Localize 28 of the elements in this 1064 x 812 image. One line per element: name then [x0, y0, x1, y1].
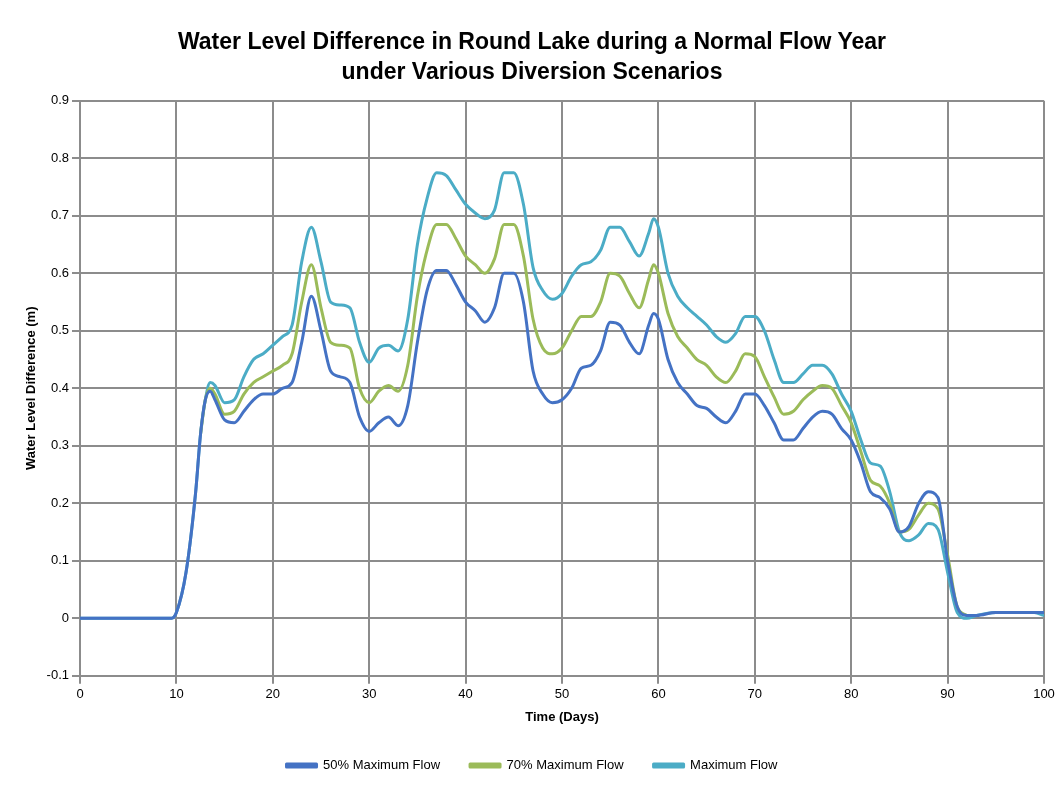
x-tick-label: 60 [651, 686, 666, 702]
y-tick-label: 0.7 [50, 207, 69, 223]
x-tick-label: 90 [940, 686, 955, 702]
x-tick-label: 0 [76, 686, 84, 702]
legend-label: Maximum Flow [690, 757, 779, 773]
y-tick-label: -0.1 [46, 667, 69, 683]
y-tick-label: 0.1 [50, 552, 69, 568]
x-tick-label: 10 [169, 686, 184, 702]
y-tick-label: 0.8 [50, 149, 69, 165]
x-tick-label: 50 [554, 686, 570, 702]
x-tick-label: 80 [843, 686, 859, 702]
x-tick-label: 30 [361, 686, 377, 702]
x-tick-label: 40 [458, 686, 473, 702]
chart-title: Water Level Difference in Round Lake during a Normal Flow Year under Various Diversion Scenarios [176, 27, 888, 86]
x-axis-title: Time (Days) [525, 708, 599, 724]
legend-label: 70% Maximum Flow [506, 757, 625, 773]
y-tick-label: 0.2 [50, 494, 69, 510]
y-tick-label: 0.6 [50, 264, 69, 280]
y-tick-label: 0.4 [50, 379, 69, 395]
x-tick-label: 20 [265, 686, 281, 702]
y-tick-label: 0.5 [50, 322, 69, 338]
y-tick-label: 0.9 [50, 92, 69, 108]
y-axis-title: Water Level Difference (m) [23, 306, 39, 471]
x-tick-label: 100 [1033, 686, 1055, 702]
x-tick-label: 70 [747, 686, 763, 702]
legend-label: 50% Maximum Flow [323, 757, 441, 773]
y-tick-label: 0 [61, 609, 69, 625]
y-tick-label: 0.3 [50, 437, 69, 453]
